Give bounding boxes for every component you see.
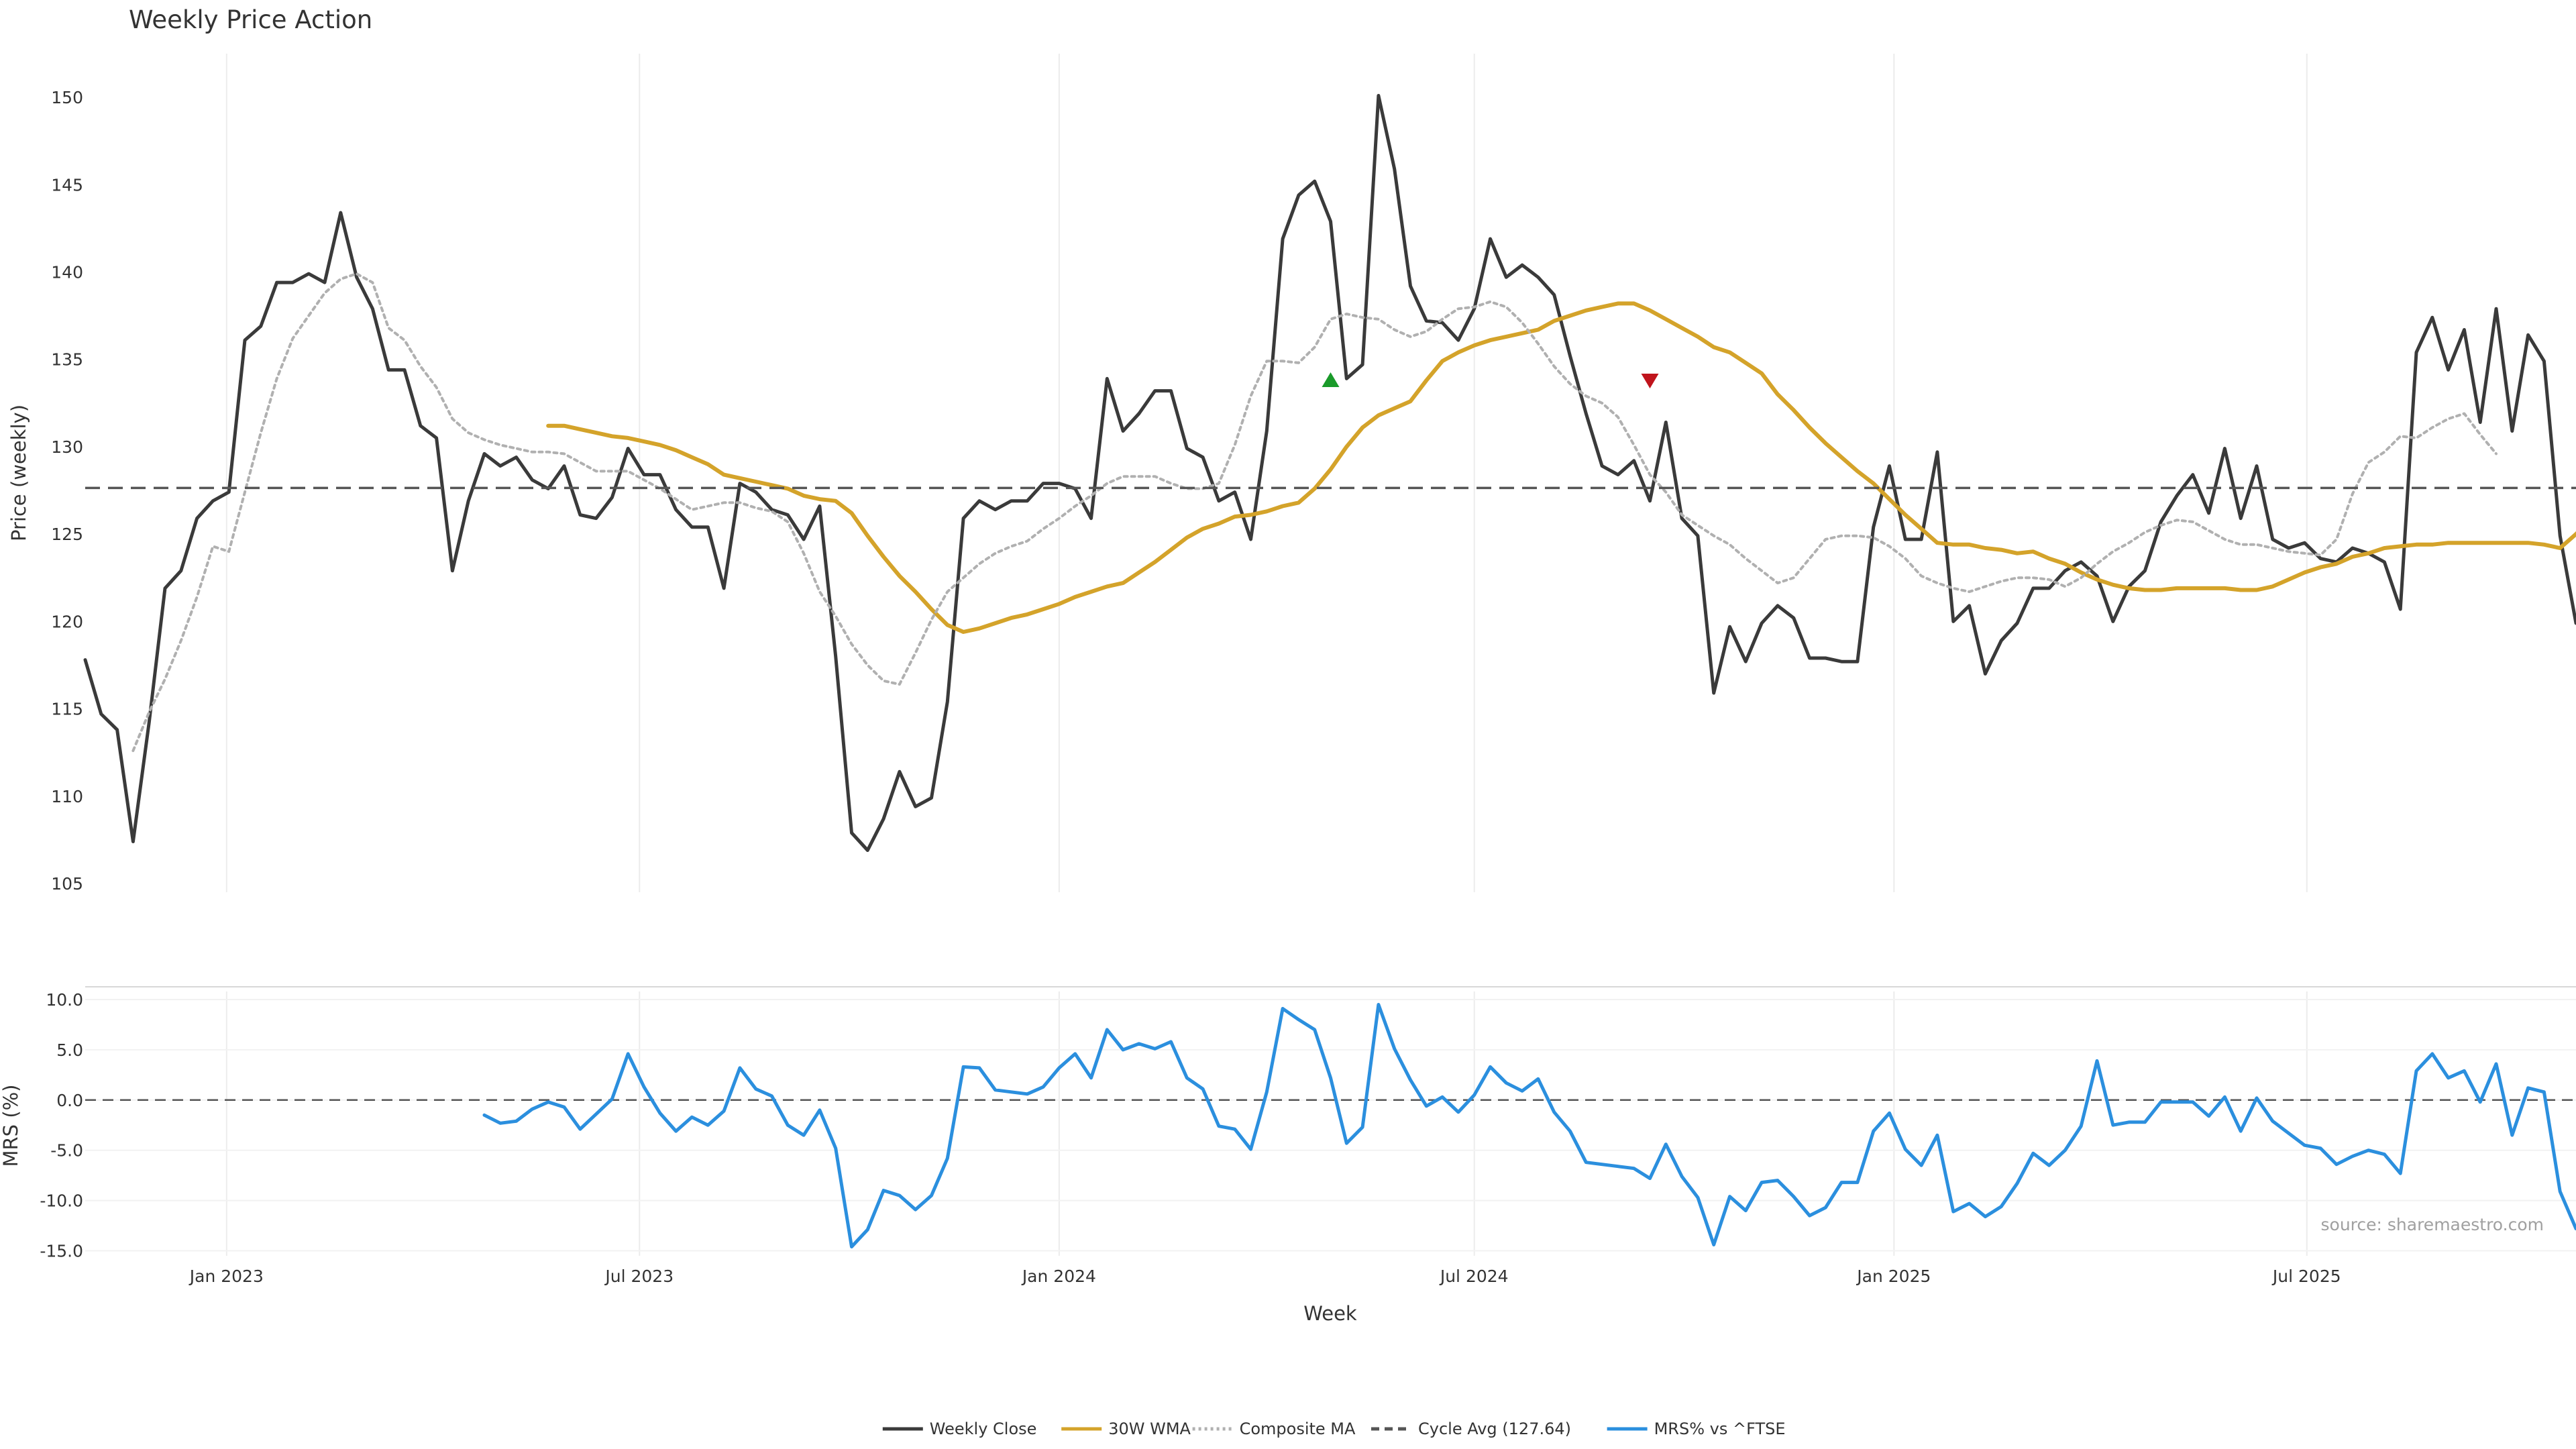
price-y-tick-label: 135 (51, 350, 83, 370)
legend-label: Weekly Close (930, 1419, 1037, 1438)
x-tick-label: Jul 2024 (1439, 1267, 1509, 1286)
buy-signal-marker (1322, 372, 1340, 387)
price-panel: 105 110 115 120 125 130 135 140 145 150 (51, 88, 2576, 894)
price-y-tick-label: 125 (51, 525, 83, 544)
legend-item-mrs-vs-ftse: MRS% vs ^FTSE (1607, 1419, 1786, 1438)
mrs-y-axis-title: MRS (%) (0, 1085, 22, 1167)
x-tick-label: Jan 2025 (1856, 1267, 1931, 1286)
legend-item-cycle-avg-127-64: Cycle Avg (127.64) (1371, 1419, 1571, 1438)
mrs-y-tick-label: 10.0 (46, 990, 83, 1010)
legend-label: Cycle Avg (127.64) (1418, 1419, 1571, 1438)
mrs-y-tick-label: -5.0 (50, 1141, 83, 1161)
x-tick-label: Jul 2023 (604, 1267, 674, 1286)
price-y-tick-label: 145 (51, 175, 83, 195)
price-y-tick-label: 105 (51, 874, 83, 894)
legend-label: MRS% vs ^FTSE (1654, 1419, 1786, 1438)
x-tick-label: Jul 2025 (2271, 1267, 2341, 1286)
weekly-close-line (83, 94, 2576, 852)
price-y-tick-label: 110 (51, 787, 83, 806)
composite-ma-line (131, 272, 2498, 753)
price-y-tick-label: 115 (51, 700, 83, 719)
legend-item-composite-ma: Composite MA (1192, 1419, 1356, 1438)
price-y-tick-label: 150 (51, 88, 83, 107)
price-y-tick-label: 120 (51, 612, 83, 631)
x-tick-label: Jan 2024 (1021, 1267, 1096, 1286)
price-y-tick-label: 130 (51, 437, 83, 457)
legend: Weekly Close 30W WMA Composite MA Cycle Avg… (882, 1419, 1786, 1438)
mrs-y-tick-label: 0.0 (56, 1091, 83, 1110)
mrs-y-tick-label: -15.0 (40, 1242, 83, 1261)
sell-signal-marker (1641, 373, 1659, 388)
mrs-panel: -15.0 -10.0 -5.0 0.0 5.0 10.0 (40, 990, 2576, 1261)
legend-label: 30W WMA (1108, 1419, 1191, 1438)
x-axis: Jan 2023 Jul 2023 Jan 2024 Jul 2024 Jan 2025… (189, 1267, 2341, 1286)
x-axis-title: Week (1303, 1302, 1357, 1325)
mrs-line (482, 1003, 2576, 1248)
mrs-y-tick-label: 5.0 (56, 1040, 83, 1060)
price-y-axis-title: Price (weekly) (7, 405, 30, 541)
x-tick-label: Jan 2023 (189, 1267, 264, 1286)
source-annotation: source: sharemaestro.com (2321, 1215, 2544, 1234)
legend-item-weekly-close: Weekly Close (882, 1419, 1037, 1438)
mrs-y-tick-label: -10.0 (40, 1191, 83, 1211)
legend-item-30w-wma: 30W WMA (1061, 1419, 1191, 1438)
legend-label: Composite MA (1240, 1419, 1356, 1438)
30w-wma-line (546, 301, 2576, 634)
price-y-tick-label: 140 (51, 263, 83, 282)
chart-title: Weekly Price Action (129, 5, 372, 34)
